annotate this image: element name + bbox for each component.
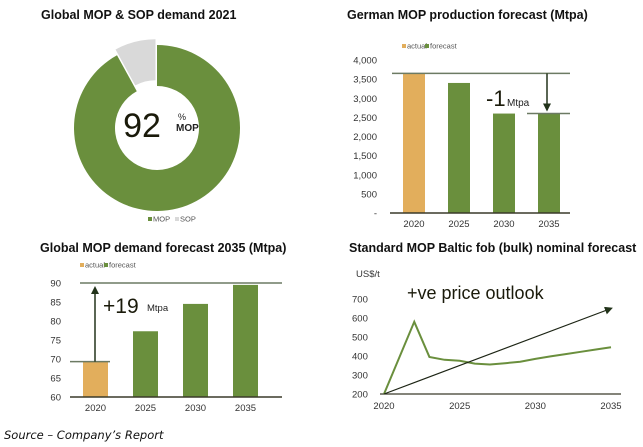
chart2-ytick: 70 [50, 355, 61, 366]
donut-chart-title: Global MOP & SOP demand 2021 [41, 8, 237, 22]
chart1-ytick: 1,000 [353, 170, 377, 181]
chart2-ytick: 60 [50, 393, 61, 404]
chart2-legend-label-actual: actual [85, 261, 105, 270]
donut-center-unit: % [178, 112, 186, 122]
chart2-ytick: 65 [50, 374, 61, 385]
source-note: Source – Company’s Report [4, 428, 164, 442]
chart1-xtick: 2030 [493, 219, 514, 230]
chart2-xtick: 2035 [235, 403, 256, 414]
chart2-bar-2020 [83, 361, 108, 397]
global-annotation-unit: Mtpa [147, 303, 169, 314]
legend-swatch-mop [148, 217, 152, 221]
chart1-legend-swatch-actual [402, 44, 406, 48]
donut-center-sub: MOP [176, 123, 199, 134]
price-annotation: +ve price outlook [407, 283, 545, 303]
chart2-bar-2030 [183, 303, 208, 397]
chart2-bar-2025 [133, 331, 158, 397]
chart1-legend-label-forecast: forecast [430, 42, 458, 51]
price-ytick: 200 [352, 390, 368, 401]
price-trend-arrow [383, 306, 613, 395]
chart2-ytick: 75 [50, 336, 61, 347]
chart2-ytick: 90 [50, 279, 61, 290]
legend-label-sop: SOP [180, 215, 196, 224]
chart2-ytick: 85 [50, 298, 61, 309]
legend-label-mop: MOP [153, 215, 170, 224]
price-series-line [383, 319, 612, 395]
price-xtick: 2020 [373, 401, 394, 412]
chart1-bar-2020 [403, 73, 425, 213]
chart2-ytick: 80 [50, 317, 61, 328]
chart1-xtick: 2035 [538, 219, 559, 230]
chart1-ytick: 4,000 [353, 56, 377, 67]
price-xtick: 2035 [600, 401, 621, 412]
chart1-ytick: 2,500 [353, 113, 377, 124]
price-y-axis-label: US$/t [356, 269, 380, 280]
chart2-xtick: 2025 [135, 403, 156, 414]
price-xtick: 2030 [525, 401, 546, 412]
chart1-ytick: 2,000 [353, 132, 377, 143]
chart1-bar-2035 [538, 113, 560, 213]
chart1-ytick: 500 [361, 189, 377, 200]
legend-swatch-sop [175, 217, 179, 221]
chart1-ytick: 3,500 [353, 75, 377, 86]
german-annotation-unit: Mtpa [507, 98, 530, 109]
price-chart-title: Standard MOP Baltic fob (bulk) nominal f… [349, 241, 637, 255]
chart2-legend-label-forecast: forecast [109, 261, 137, 270]
price-ytick: 300 [352, 371, 368, 382]
chart2-legend-swatch-forecast [104, 263, 108, 267]
price-ytick: 700 [352, 295, 368, 306]
chart2-legend-swatch-actual [80, 263, 84, 267]
price-ytick: 600 [352, 314, 368, 325]
chart1-bar-2030 [493, 113, 515, 213]
donut-center-value: 92 [123, 107, 161, 145]
price-ytick: 400 [352, 352, 368, 363]
price-ytick: 500 [352, 333, 368, 344]
global-demand-chart-title: Global MOP demand forecast 2035 (Mtpa) [40, 241, 287, 255]
price-xtick: 2025 [449, 401, 470, 412]
german-annotation-value: -1 [486, 86, 506, 111]
donut-slice-mop [73, 45, 240, 211]
chart1-legend-swatch-forecast [425, 44, 429, 48]
chart2-bar-2035 [233, 284, 258, 397]
chart1-ytick: 1,500 [353, 151, 377, 162]
donut-slice-sop [115, 39, 156, 86]
global-annotation-value: +19 [103, 295, 139, 318]
chart2-xtick: 2020 [85, 403, 106, 414]
chart1-ytick: - [374, 209, 377, 220]
chart1-xtick: 2025 [448, 219, 469, 230]
chart1-xtick: 2020 [403, 219, 424, 230]
german-production-chart-title: German MOP production forecast (Mtpa) [347, 8, 588, 22]
chart2-xtick: 2030 [185, 403, 206, 414]
chart1-legend-label-actual: actual [407, 42, 427, 51]
chart1-ytick: 3,000 [353, 94, 377, 105]
chart1-bar-2025 [448, 82, 470, 213]
